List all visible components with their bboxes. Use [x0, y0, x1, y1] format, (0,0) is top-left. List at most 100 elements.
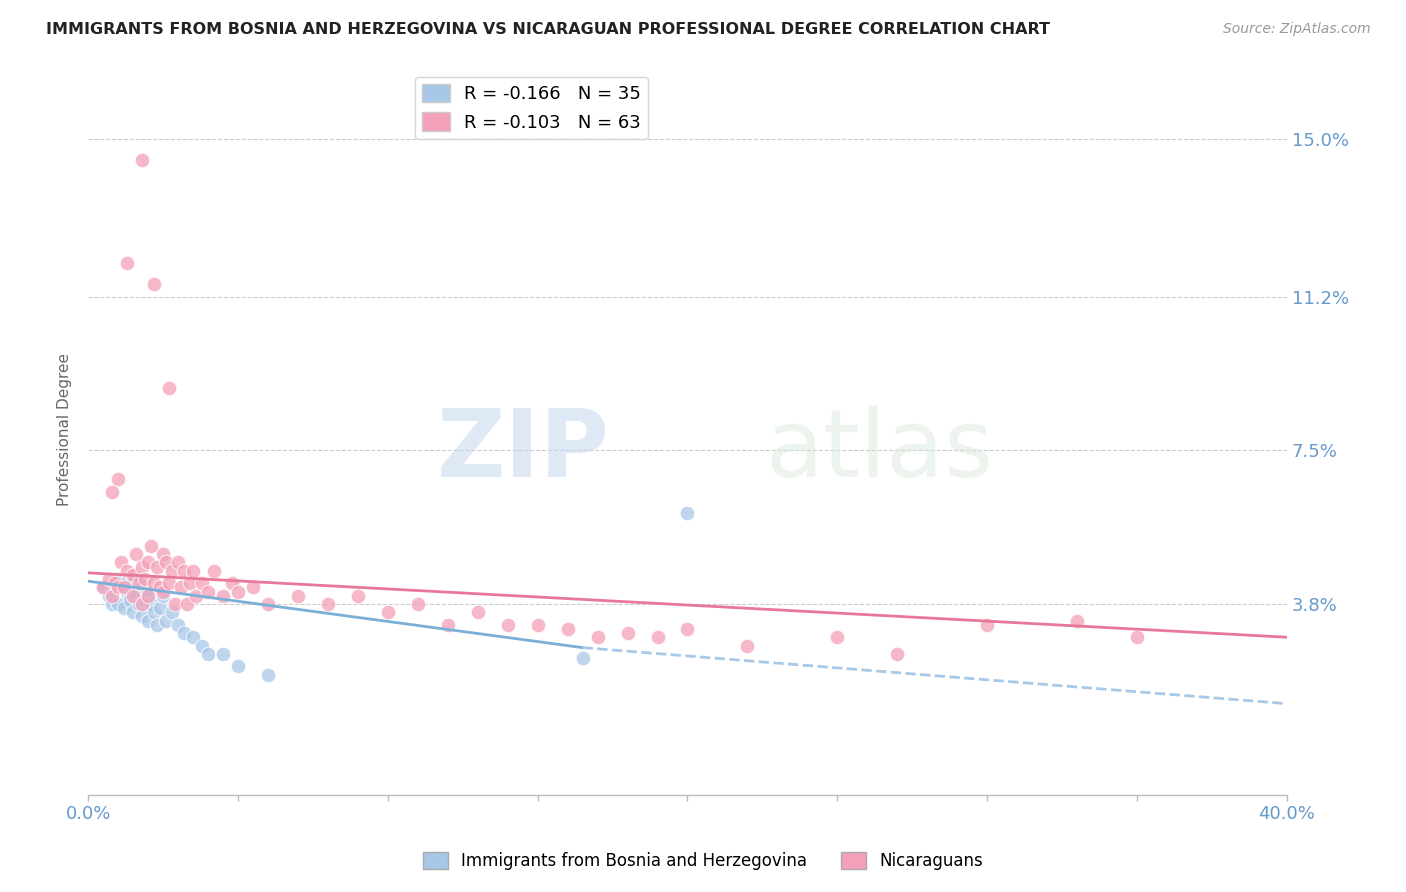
Point — [191, 576, 214, 591]
Point — [181, 564, 204, 578]
Point — [157, 381, 180, 395]
Point — [173, 564, 195, 578]
Point — [179, 576, 201, 591]
Point — [131, 153, 153, 167]
Point — [91, 581, 114, 595]
Point — [165, 597, 187, 611]
Point — [212, 589, 235, 603]
Point — [101, 597, 124, 611]
Point — [197, 584, 219, 599]
Point — [107, 472, 129, 486]
Point — [112, 581, 135, 595]
Point — [149, 581, 172, 595]
Point — [155, 614, 177, 628]
Point — [152, 589, 174, 603]
Point — [120, 592, 142, 607]
Point — [1126, 630, 1149, 644]
Point — [226, 659, 249, 673]
Y-axis label: Professional Degree: Professional Degree — [58, 353, 72, 506]
Point — [146, 617, 169, 632]
Point — [647, 630, 669, 644]
Point — [467, 605, 489, 619]
Text: IMMIGRANTS FROM BOSNIA AND HERZEGOVINA VS NICARAGUAN PROFESSIONAL DEGREE CORRELA: IMMIGRANTS FROM BOSNIA AND HERZEGOVINA V… — [46, 22, 1050, 37]
Point — [571, 651, 593, 665]
Point — [107, 572, 129, 586]
Point — [101, 484, 124, 499]
Point — [616, 626, 638, 640]
Point — [104, 576, 127, 591]
Point — [98, 589, 121, 603]
Point — [676, 506, 699, 520]
Point — [115, 584, 138, 599]
Point — [202, 564, 225, 578]
Point — [143, 576, 166, 591]
Point — [128, 597, 150, 611]
Point — [107, 581, 129, 595]
Point — [110, 556, 132, 570]
Point — [976, 617, 998, 632]
Point — [131, 597, 153, 611]
Point — [155, 556, 177, 570]
Point — [136, 589, 159, 603]
Point — [152, 547, 174, 561]
Point — [496, 617, 519, 632]
Point — [131, 609, 153, 624]
Point — [125, 589, 148, 603]
Point — [122, 568, 145, 582]
Point — [257, 667, 280, 681]
Point — [676, 622, 699, 636]
Point — [176, 597, 198, 611]
Point — [149, 601, 172, 615]
Point — [139, 597, 162, 611]
Legend: R = -0.166   N = 35, R = -0.103   N = 63: R = -0.166 N = 35, R = -0.103 N = 63 — [415, 77, 648, 139]
Point — [316, 597, 339, 611]
Point — [128, 576, 150, 591]
Point — [160, 605, 183, 619]
Text: ZIP: ZIP — [437, 406, 610, 498]
Point — [221, 576, 243, 591]
Point — [173, 626, 195, 640]
Point — [134, 572, 156, 586]
Point — [136, 556, 159, 570]
Point — [242, 581, 264, 595]
Point — [886, 647, 908, 661]
Point — [125, 547, 148, 561]
Point — [347, 589, 370, 603]
Point — [212, 647, 235, 661]
Point — [557, 622, 579, 636]
Point — [131, 581, 153, 595]
Point — [827, 630, 849, 644]
Point — [101, 589, 124, 603]
Point — [181, 630, 204, 644]
Point — [136, 584, 159, 599]
Legend: Immigrants from Bosnia and Herzegovina, Nicaraguans: Immigrants from Bosnia and Herzegovina, … — [416, 845, 990, 877]
Text: atlas: atlas — [765, 406, 994, 498]
Point — [257, 597, 280, 611]
Point — [1066, 614, 1088, 628]
Point — [287, 589, 309, 603]
Point — [139, 539, 162, 553]
Point — [526, 617, 548, 632]
Point — [136, 614, 159, 628]
Point — [377, 605, 399, 619]
Point — [197, 647, 219, 661]
Point — [406, 597, 429, 611]
Point — [98, 572, 121, 586]
Point — [134, 592, 156, 607]
Point — [122, 576, 145, 591]
Point — [737, 639, 759, 653]
Point — [160, 564, 183, 578]
Point — [170, 581, 193, 595]
Point — [122, 589, 145, 603]
Point — [436, 617, 458, 632]
Point — [122, 605, 145, 619]
Point — [191, 639, 214, 653]
Text: Source: ZipAtlas.com: Source: ZipAtlas.com — [1223, 22, 1371, 37]
Point — [112, 576, 135, 591]
Point — [167, 617, 190, 632]
Point — [167, 556, 190, 570]
Point — [115, 564, 138, 578]
Point — [107, 597, 129, 611]
Point — [226, 584, 249, 599]
Point — [184, 589, 207, 603]
